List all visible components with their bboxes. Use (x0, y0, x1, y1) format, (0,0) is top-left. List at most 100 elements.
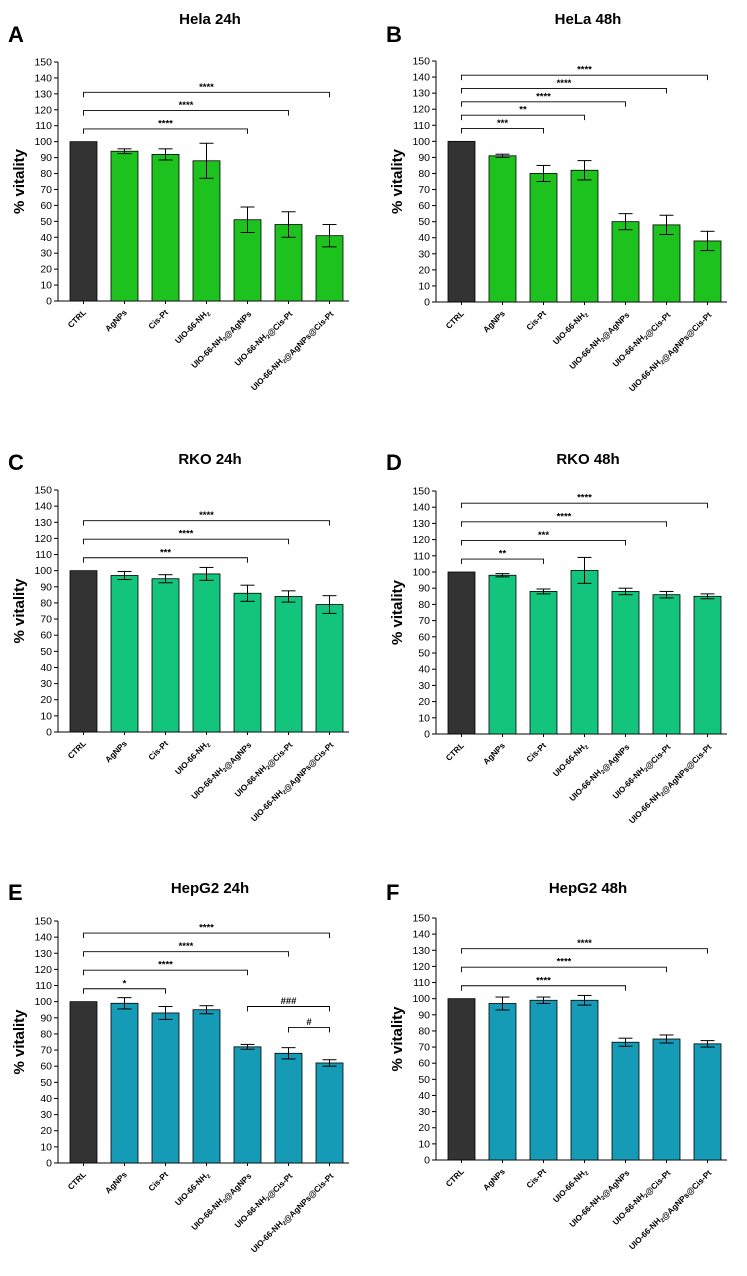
bar-6 (693, 240, 722, 303)
x-tick-label: CTRL (444, 1167, 466, 1189)
y-tick-label: 70 (418, 1042, 430, 1054)
y-tick-label: 70 (40, 1045, 52, 1057)
y-tick-label: 120 (34, 533, 52, 545)
y-tick-label: 90 (40, 152, 52, 164)
y-axis-label: % vitality (389, 579, 406, 645)
y-tick-label: 110 (413, 977, 430, 989)
significance-label: **** (179, 100, 194, 111)
bar-2 (151, 578, 180, 733)
y-tick-label: 130 (34, 517, 52, 529)
y-tick-label: 20 (418, 264, 430, 276)
bar-3 (192, 1009, 221, 1164)
y-tick-label: 100 (412, 136, 430, 148)
y-tick-label: 140 (34, 72, 52, 84)
y-tick-label: 20 (40, 1125, 52, 1137)
significance-label: **** (158, 960, 173, 971)
y-tick-label: 130 (34, 948, 52, 960)
significance-label: **** (577, 493, 592, 504)
x-tick-label: CTRL (66, 308, 88, 330)
bar-3 (192, 160, 221, 302)
significance-bracket (83, 969, 248, 976)
significance-bracket (83, 110, 289, 116)
significance-label: *** (538, 530, 549, 541)
significance-label: **** (179, 529, 194, 540)
bar-6 (693, 595, 722, 735)
y-tick-label: 50 (418, 648, 430, 660)
y-tick-label: 30 (40, 678, 52, 690)
y-tick-label: 140 (412, 502, 430, 514)
y-tick-label: 50 (418, 216, 430, 228)
significance-label: **** (557, 511, 572, 522)
significance-bracket (247, 1006, 330, 1012)
y-tick-label: 150 (34, 485, 52, 497)
bar-2 (529, 591, 558, 735)
significance-label: **** (199, 82, 214, 93)
bar-0 (69, 141, 98, 302)
y-tick-label: 90 (418, 583, 430, 595)
significance-bracket (83, 951, 289, 957)
x-tick-label: AgNPs (104, 308, 130, 334)
significance-label: **** (199, 510, 214, 521)
significance-bracket (461, 74, 708, 81)
bar-2 (529, 173, 558, 303)
x-tick-label: UIO-66-NH2 (551, 1167, 590, 1206)
x-tick-label: AgNPs (482, 741, 508, 767)
y-tick-label: 60 (418, 1058, 430, 1070)
bar-4 (611, 221, 640, 303)
bar-2 (529, 999, 558, 1161)
significance-label: **** (577, 65, 592, 76)
y-tick-label: 0 (46, 296, 52, 308)
significance-bracket (83, 538, 289, 545)
y-tick-label: 100 (412, 993, 430, 1005)
y-tick-label: 70 (418, 615, 430, 627)
y-tick-label: 60 (40, 630, 52, 642)
chart-title: RKO 24h (178, 451, 241, 468)
chart-panel-c: C RKO 24h % vitality 0 10 20 30 40 50 60 70 80 90 100… (8, 450, 349, 824)
significance-label: **** (199, 923, 214, 934)
bar-2 (151, 154, 180, 302)
x-tick-label: AgNPs (482, 309, 508, 335)
y-tick-label: 120 (412, 961, 430, 973)
panel-letter: E (8, 880, 23, 905)
y-tick-label: 10 (418, 712, 430, 724)
y-tick-label: 150 (412, 486, 430, 498)
significance-label: **** (557, 957, 572, 968)
y-tick-label: 80 (40, 168, 52, 180)
x-tick-label: Cis-Pt (147, 739, 170, 762)
y-axis-label: % vitality (389, 148, 406, 214)
y-tick-label: 120 (412, 104, 430, 116)
bar-3 (570, 169, 599, 303)
significance-bracket (83, 520, 330, 526)
significance-bracket (83, 932, 330, 939)
bar-0 (447, 571, 476, 735)
x-tick-label: UIO-66-NH2@AgNPs@Cis-Pt (249, 1170, 335, 1256)
significance-label: **** (557, 78, 572, 89)
x-tick-label: AgNPs (104, 739, 130, 765)
y-tick-label: 60 (40, 200, 52, 212)
y-tick-label: 140 (412, 929, 430, 941)
x-tick-label: Cis-Pt (147, 308, 170, 331)
y-tick-label: 90 (40, 1012, 52, 1024)
y-tick-label: 80 (418, 168, 430, 180)
chart-title: RKO 48h (556, 451, 619, 468)
bar-5 (274, 596, 303, 733)
y-tick-label: 50 (40, 216, 52, 228)
significance-bracket (461, 966, 667, 973)
x-tick-label: UIO-66-NH2@AgNPs@Cis-Pt (627, 741, 713, 827)
bar-0 (69, 1001, 98, 1164)
y-axis-label: % vitality (11, 1009, 28, 1075)
panel-letter: D (386, 450, 402, 475)
bar-4 (233, 219, 262, 302)
significance-bracket (461, 114, 585, 121)
panel-letter: F (386, 880, 399, 905)
significance-bracket (461, 558, 544, 565)
bar-1 (110, 1002, 139, 1164)
panel-letter: B (386, 22, 402, 47)
y-tick-label: 110 (413, 120, 430, 132)
y-tick-label: 110 (413, 550, 430, 562)
x-tick-label: AgNPs (482, 1167, 508, 1193)
bar-1 (110, 575, 139, 733)
x-tick-label: Cis-Pt (525, 741, 548, 764)
y-tick-label: 20 (40, 694, 52, 706)
chart-title: Hela 24h (179, 11, 241, 28)
